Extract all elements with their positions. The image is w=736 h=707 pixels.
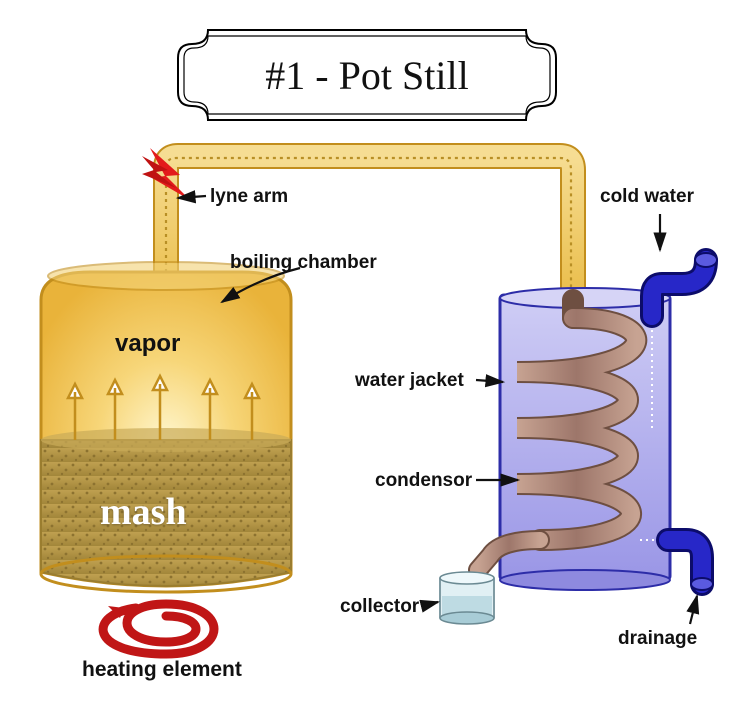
diagram-stage: #1 - Pot Still xyxy=(0,0,736,707)
label-collector: collector xyxy=(340,596,419,618)
boiling-chamber xyxy=(41,262,291,592)
label-mash: mash xyxy=(100,490,187,534)
label-boiling-chamber: boiling chamber xyxy=(230,252,377,274)
heating-element-icon xyxy=(103,604,214,654)
drainage-pipe xyxy=(668,540,713,590)
label-drainage: drainage xyxy=(618,628,697,650)
collector-cup xyxy=(440,572,494,624)
label-condensor: condensor xyxy=(375,470,472,492)
cold-water-pipe xyxy=(652,253,717,316)
label-water-jacket: water jacket xyxy=(355,370,464,392)
label-cold-water: cold water xyxy=(600,186,694,208)
label-lyne-arm: lyne arm xyxy=(210,186,288,208)
label-vapor: vapor xyxy=(115,330,180,358)
label-heating-element: heating element xyxy=(82,658,242,682)
